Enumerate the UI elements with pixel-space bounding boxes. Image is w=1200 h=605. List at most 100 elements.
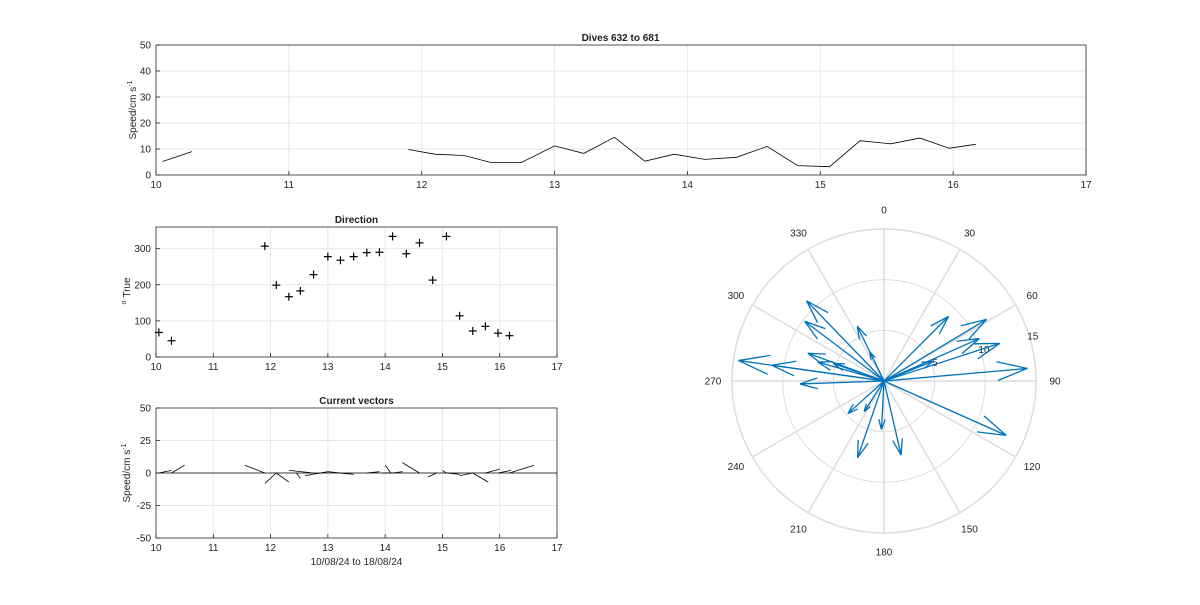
compass-vector-head — [817, 361, 831, 371]
compass-vector — [883, 361, 1028, 382]
direction-xtick-label: 16 — [494, 362, 506, 373]
vector-stick — [472, 472, 489, 483]
compass-vector-head — [983, 415, 1007, 436]
compass-vector-head — [771, 360, 797, 366]
compass-vector-head — [863, 403, 867, 412]
speed-plot-area — [156, 45, 1086, 175]
compass-vector-shaft — [804, 320, 885, 382]
compass-angle-label: 60 — [1027, 291, 1039, 302]
compass-angle-label: 180 — [876, 548, 893, 559]
vector-stick — [264, 472, 277, 484]
compass-vector — [883, 318, 987, 382]
direction-plot-area — [156, 227, 557, 357]
vectors-xtick-label: 17 — [551, 543, 563, 554]
direction-point — [167, 336, 176, 345]
compass-vector-shaft — [806, 300, 885, 382]
compass-vector-head — [857, 442, 869, 459]
direction-point — [309, 270, 318, 279]
speed-xtick-label: 16 — [948, 180, 960, 191]
speed-series-line — [408, 136, 976, 168]
direction-xtick-label: 14 — [380, 362, 392, 373]
compass-vector-head — [869, 351, 876, 359]
vectors-xtick-label: 13 — [322, 543, 334, 554]
direction-point — [442, 232, 451, 241]
compass-vector-head — [977, 342, 1001, 360]
compass-vector-shaft — [883, 380, 1007, 436]
compass-spoke — [751, 380, 885, 458]
direction-point — [468, 327, 477, 335]
compass-vector-shaft — [883, 337, 980, 382]
compass-vector-head — [738, 359, 769, 375]
compass-vector-head — [806, 300, 829, 314]
vector-stick — [446, 472, 460, 475]
compass-vector-head — [799, 383, 818, 390]
direction-xtick-label: 15 — [437, 362, 449, 373]
speed-xtick-label: 10 — [150, 180, 162, 191]
compass-vector-head — [863, 405, 871, 413]
vectors-ytick-label: 50 — [140, 404, 152, 415]
compass-vector-shaft — [883, 342, 1000, 382]
compass-vector-shaft — [883, 380, 902, 456]
direction-xtick-label: 10 — [150, 362, 162, 373]
compass-vector-shaft — [883, 367, 1028, 382]
direction-point — [415, 238, 424, 247]
compass-vector-head — [856, 325, 867, 337]
compass-vector — [883, 337, 980, 382]
compass-vector-head — [996, 361, 1028, 370]
compass-vector — [883, 342, 1001, 382]
compass-vector-head — [805, 300, 819, 323]
compass-spoke — [883, 248, 961, 382]
direction-point — [284, 292, 293, 301]
direction-xtick-label: 12 — [265, 362, 277, 373]
vector-stick — [366, 471, 380, 474]
compass-angle-label: 30 — [964, 228, 976, 239]
compass-angle-label: 0 — [881, 206, 887, 217]
vectors-xtick-label: 11 — [208, 543, 219, 554]
direction-point — [323, 252, 332, 261]
vector-stick — [296, 472, 301, 479]
speed-ytick-label: 0 — [145, 171, 151, 182]
compass-vector-shaft — [883, 316, 949, 382]
direction-xtick-label: 13 — [322, 362, 334, 373]
compass-vector-shaft — [799, 380, 885, 385]
speed-ytick-label: 10 — [140, 145, 152, 156]
direction-point — [493, 329, 502, 338]
compass-vector — [878, 380, 886, 430]
compass-vector — [883, 380, 903, 456]
speed-ytick-label: 30 — [140, 93, 152, 104]
vectors-ytick-label: -50 — [137, 534, 152, 545]
vector-stick — [402, 462, 420, 474]
compass-vector-head — [892, 440, 902, 456]
compass-vector — [805, 300, 885, 382]
compass-vector-head — [930, 315, 949, 327]
speed-xtick-label: 11 — [284, 180, 295, 191]
vectors-xlabel: 10/08/24 to 18/08/24 — [311, 557, 403, 568]
compass-vector-head — [968, 318, 987, 340]
compass-vector-head — [880, 419, 886, 430]
compass-vector-head — [738, 354, 771, 362]
vector-stick — [497, 470, 512, 474]
speed-ytick-label: 40 — [140, 67, 152, 78]
compass-ring — [832, 329, 936, 433]
compass-angle-label: 210 — [790, 525, 807, 536]
direction-point — [272, 281, 281, 290]
vector-stick — [327, 471, 341, 474]
compass-spoke — [883, 380, 1017, 458]
compass-panel: 0 30 60 90 120 150 180 210 240 270 300 330 5 10 15 — [705, 206, 1061, 559]
compass-vector-head — [856, 439, 859, 458]
direction-ytick-label: 200 — [134, 280, 151, 291]
compass-vector-shaft — [847, 380, 885, 415]
direction-point — [428, 276, 437, 285]
compass-vector-head — [807, 352, 826, 355]
compass-vector-head — [847, 404, 854, 414]
vector-stick — [442, 470, 447, 474]
compass-angle-label: 150 — [961, 525, 978, 536]
compass-vector-shaft — [856, 380, 885, 458]
direction-ytick-label: 300 — [134, 244, 151, 255]
vector-stick — [384, 464, 392, 474]
compass-vector-head — [856, 326, 861, 340]
direction-axes-frame — [155, 226, 558, 358]
compass-vector — [817, 361, 885, 382]
